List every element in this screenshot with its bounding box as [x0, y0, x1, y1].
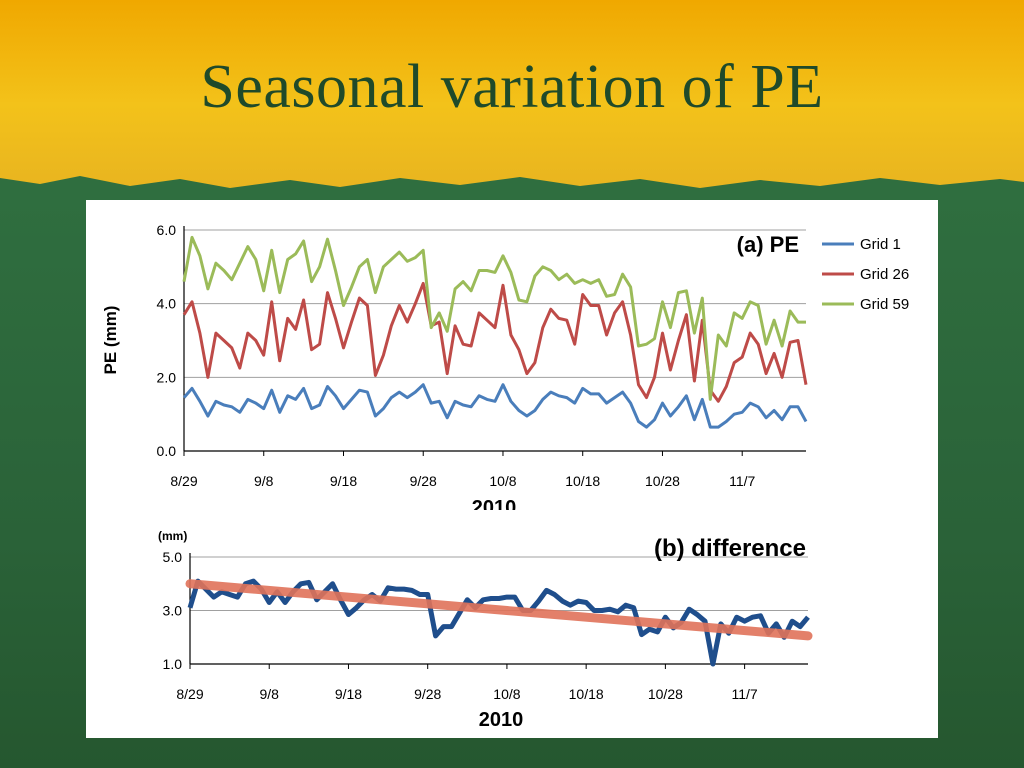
x-tick-label: 10/8 — [489, 473, 516, 489]
y-axis-label: PE (mm) — [101, 306, 120, 375]
series-line-grid-26 — [182, 281, 808, 403]
series-line-grid-1 — [182, 383, 808, 429]
series-line-grid-59 — [182, 235, 806, 401]
y-tick-label: 5.0 — [163, 549, 183, 565]
legend-entry: Grid 59 — [860, 296, 909, 313]
panel-label: (a) PE — [737, 232, 799, 257]
x-tick-label: 9/8 — [259, 686, 279, 702]
x-tick-label: 10/18 — [569, 686, 604, 702]
panel-label: (b) difference — [654, 535, 806, 562]
x-tick-label: 9/18 — [330, 473, 357, 489]
chart-panel: 0.0 2.0 4.0 6.0 8/29 9/8 9/18 9/28 10/8 10/18 10/2… — [86, 200, 938, 738]
chart-difference: 1.0 3.0 5.0 8/29 9/8 9/18 9/28 10/8 10/18 10/28 11… — [158, 529, 813, 731]
y-tick-label: 2.0 — [157, 369, 177, 385]
slide-header — [0, 0, 1024, 190]
y-tick-label: 1.0 — [163, 656, 183, 672]
x-tick-label: 9/8 — [254, 473, 274, 489]
x-tick-label: 9/18 — [335, 686, 362, 702]
x-tick-label: 10/8 — [493, 686, 520, 702]
legend-entry: Grid 1 — [860, 236, 901, 253]
slide-title: Seasonal variation of PE — [200, 53, 824, 121]
x-tick-label: 8/29 — [170, 473, 197, 489]
x-axis-label: 2010 — [472, 497, 517, 510]
x-tick-label: 11/7 — [729, 473, 755, 489]
y-tick-label: 6.0 — [157, 222, 177, 238]
x-tick-label: 8/29 — [176, 686, 203, 702]
y-axis-unit-label: (mm) — [158, 529, 187, 543]
y-tick-label: 3.0 — [163, 603, 183, 619]
x-tick-label: 11/7 — [732, 686, 758, 702]
x-tick-label: 9/28 — [410, 473, 437, 489]
chart-pe: 0.0 2.0 4.0 6.0 8/29 9/8 9/18 9/28 10/8 10/18 10/2… — [101, 222, 909, 519]
x-axis-label: 2010 — [479, 709, 524, 731]
x-tick-label: 10/28 — [645, 473, 680, 489]
x-tick-label: 10/28 — [648, 686, 683, 702]
legend-entry: Grid 26 — [860, 266, 909, 283]
x-tick-label: 9/28 — [414, 686, 441, 702]
trend-line — [185, 579, 813, 641]
x-tick-label: 10/18 — [565, 473, 600, 489]
y-tick-label: 4.0 — [157, 296, 177, 312]
y-tick-label: 0.0 — [157, 443, 177, 459]
